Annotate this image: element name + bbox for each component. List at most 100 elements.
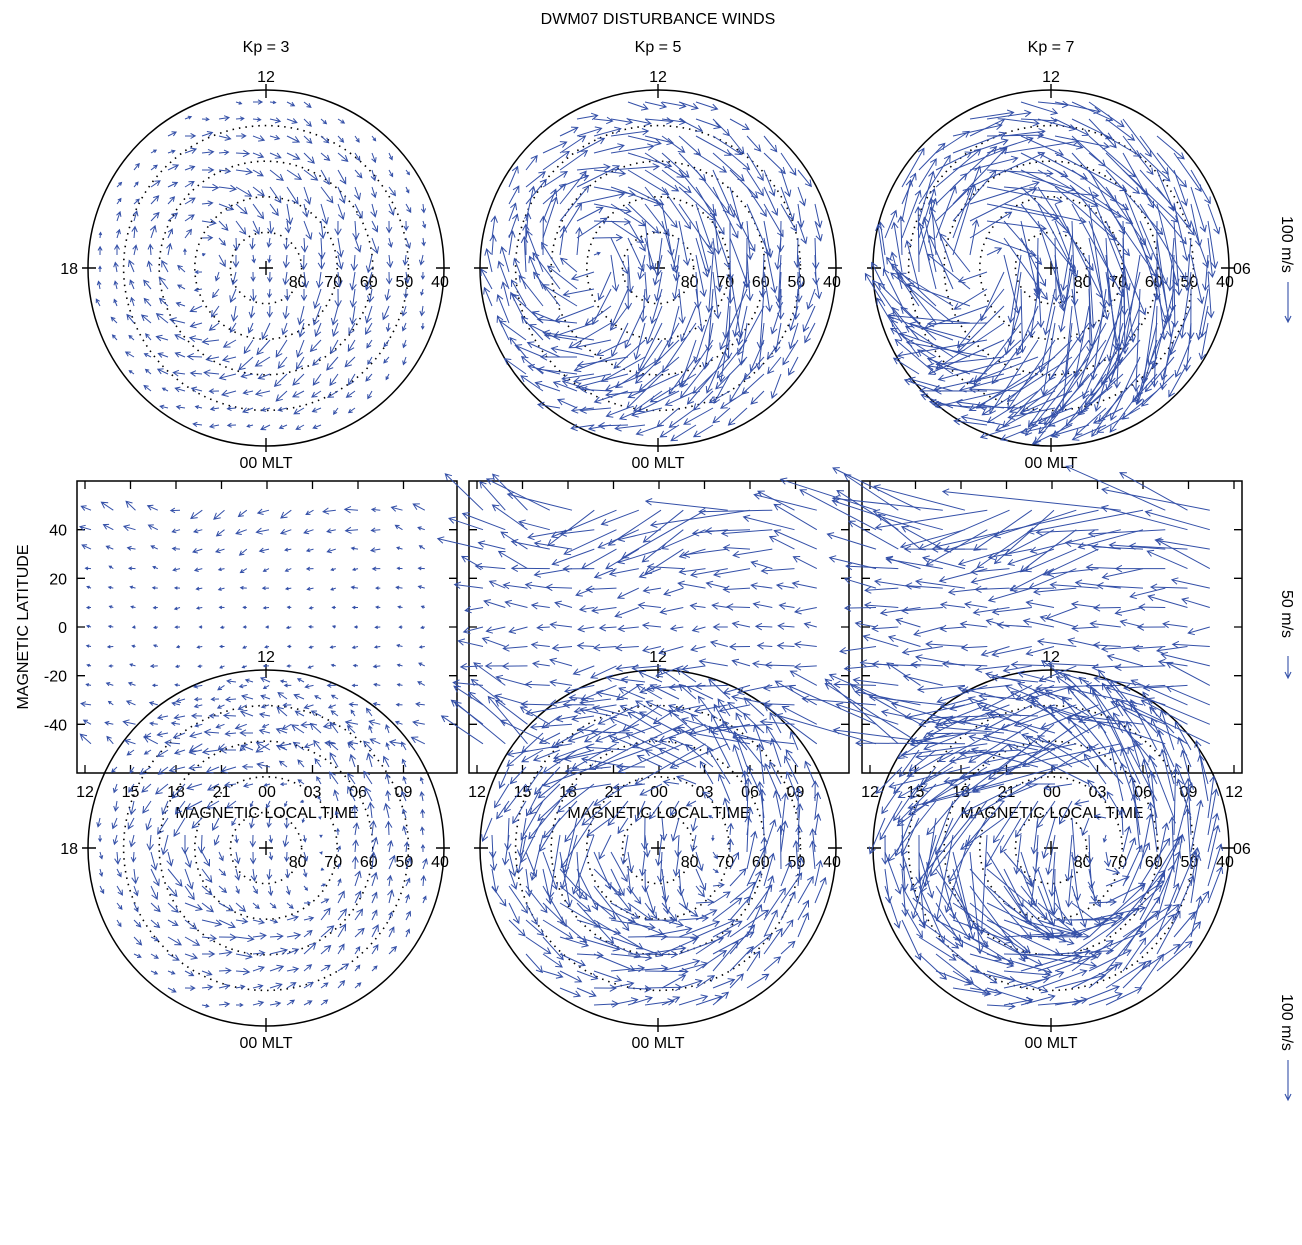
wind-vector: [1156, 152, 1188, 188]
wind-vector: [1168, 816, 1177, 870]
wind-vector: [542, 800, 578, 839]
wind-vector: [330, 567, 336, 572]
wind-vector: [1003, 128, 1046, 137]
wind-vector: [831, 495, 943, 511]
wind-vector: [184, 165, 196, 171]
wind-vector: [218, 149, 230, 156]
wind-vector: [901, 147, 925, 188]
wind-vector: [963, 601, 988, 609]
wind-vector: [108, 605, 114, 609]
wind-vector: [284, 568, 292, 572]
wind-vector: [167, 181, 179, 188]
wind-vector: [348, 322, 356, 335]
wind-vector: [150, 902, 161, 913]
wind-vector: [1122, 169, 1179, 223]
wind-vector: [635, 683, 663, 700]
wind-vector: [726, 838, 734, 853]
wind-vector: [1132, 288, 1141, 393]
wind-vector: [610, 117, 634, 126]
wind-vector: [539, 353, 578, 361]
wind-vector: [385, 220, 393, 234]
wind-vector: [720, 529, 773, 537]
wind-vector: [1128, 775, 1141, 836]
wind-vector: [593, 885, 630, 932]
wind-vector: [262, 606, 270, 610]
wind-vector: [854, 689, 921, 706]
wind-vector: [525, 185, 536, 222]
wind-vector: [1037, 100, 1070, 109]
wind-vector: [285, 625, 292, 630]
wind-vector: [302, 834, 307, 843]
wind-vector: [151, 586, 158, 590]
wind-vector: [576, 137, 606, 154]
wind-vector: [521, 749, 544, 763]
wind-vector: [1165, 685, 1210, 706]
wind-vector: [1136, 623, 1166, 631]
wind-vector: [320, 867, 325, 871]
wind-vector: [384, 820, 393, 836]
wind-vector: [918, 919, 960, 949]
wind-vector: [386, 254, 394, 269]
wind-vector: [530, 641, 550, 649]
wind-vector: [803, 621, 817, 629]
wind-vector: [316, 776, 322, 785]
wind-vector: [264, 645, 270, 649]
wind-vector: [1020, 101, 1059, 116]
wind-vector: [201, 868, 213, 883]
wind-vector: [184, 970, 195, 977]
wind-vector: [814, 271, 823, 300]
mlt-label-12: 12: [257, 69, 275, 86]
wind-vector: [952, 953, 998, 984]
wind-vector: [286, 982, 297, 989]
wind-vector: [262, 664, 270, 668]
wind-vector: [969, 180, 1040, 205]
wind-vector: [317, 795, 322, 802]
wind-vector: [939, 698, 971, 709]
wind-vector: [918, 197, 938, 256]
mlt-label-00: 00 MLT: [1024, 455, 1077, 472]
wind-vector: [773, 322, 782, 354]
wind-vector: [637, 601, 662, 610]
wind-vector: [244, 678, 254, 683]
wind-vector: [284, 851, 290, 863]
wind-vector: [303, 1000, 313, 1006]
wind-vector: [147, 524, 159, 531]
wind-vector: [518, 274, 544, 307]
wind-vector: [1187, 626, 1210, 636]
wind-vector: [644, 498, 728, 511]
wind-vector: [302, 203, 310, 218]
wind-vector: [669, 624, 684, 632]
mlt-label-00: 00 MLT: [1024, 1035, 1077, 1052]
wind-vector: [1028, 407, 1073, 426]
wind-vector: [260, 424, 271, 431]
wind-vector: [150, 953, 160, 959]
wind-vector: [218, 919, 236, 929]
wind-vector: [655, 665, 684, 678]
wind-vector: [477, 540, 506, 550]
wind-vector: [611, 723, 662, 744]
wind-vector: [111, 766, 118, 773]
wind-vector: [1020, 732, 1073, 751]
wind-vector: [672, 271, 680, 301]
wind-vector: [208, 388, 220, 394]
wind-vector: [320, 152, 331, 161]
wind-vector: [327, 704, 336, 709]
wind-vector: [320, 944, 332, 955]
wind-vector: [563, 529, 617, 556]
wind-vector: [610, 980, 635, 989]
ring-label-70: 70: [324, 274, 342, 291]
wind-vector: [614, 643, 639, 652]
wind-vector: [184, 902, 203, 911]
wind-vector: [981, 684, 1033, 711]
wind-vector: [81, 544, 92, 550]
wind-vector: [729, 909, 770, 938]
wind-vector: [763, 203, 784, 238]
wind-vector: [127, 681, 136, 687]
wind-vector: [814, 859, 823, 887]
wind-vector: [559, 834, 578, 890]
wind-vector: [695, 203, 713, 250]
wind-vector: [726, 603, 751, 611]
wind-vector: [1190, 220, 1210, 269]
wind-vector: [1036, 271, 1045, 329]
x-tick-label-03: 03: [304, 784, 322, 801]
